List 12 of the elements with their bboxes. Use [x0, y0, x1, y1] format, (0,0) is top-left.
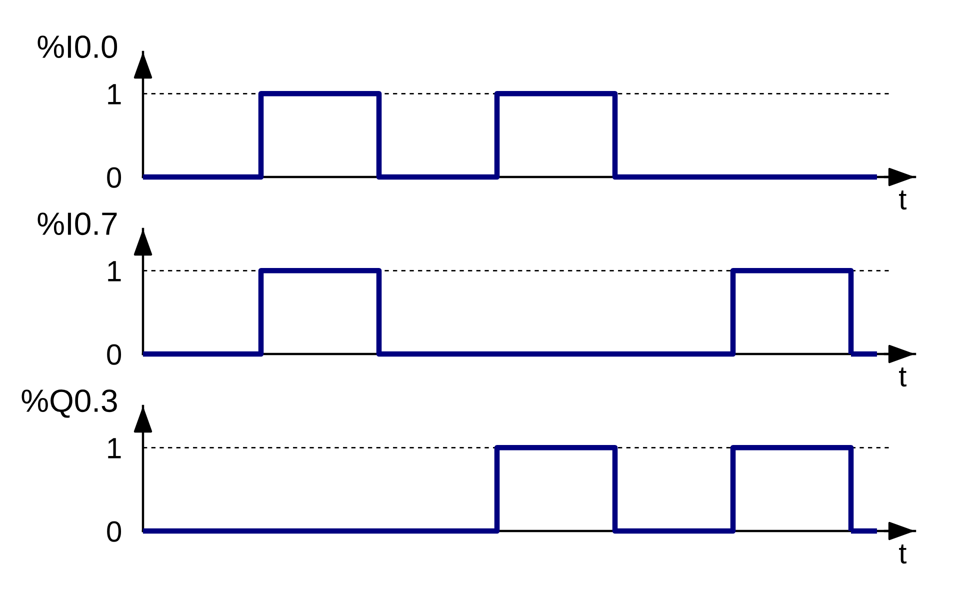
x-axis-title: t: [899, 544, 906, 564]
y-tick-label: 1: [108, 438, 121, 458]
y-axis-title: %I0.0: [38, 35, 118, 58]
y-tick-label: 0: [107, 167, 122, 188]
y-axis-title: %Q0.3: [22, 389, 117, 418]
x-axis-title: t: [899, 190, 906, 210]
x-axis-title: t: [899, 368, 906, 387]
y-tick-label: 0: [107, 344, 122, 365]
y-tick-label: 1: [108, 261, 121, 282]
y-axis-title: %I0.7: [38, 212, 117, 236]
y-tick-label: 1: [108, 84, 121, 104]
y-tick-label: 0: [107, 521, 122, 542]
